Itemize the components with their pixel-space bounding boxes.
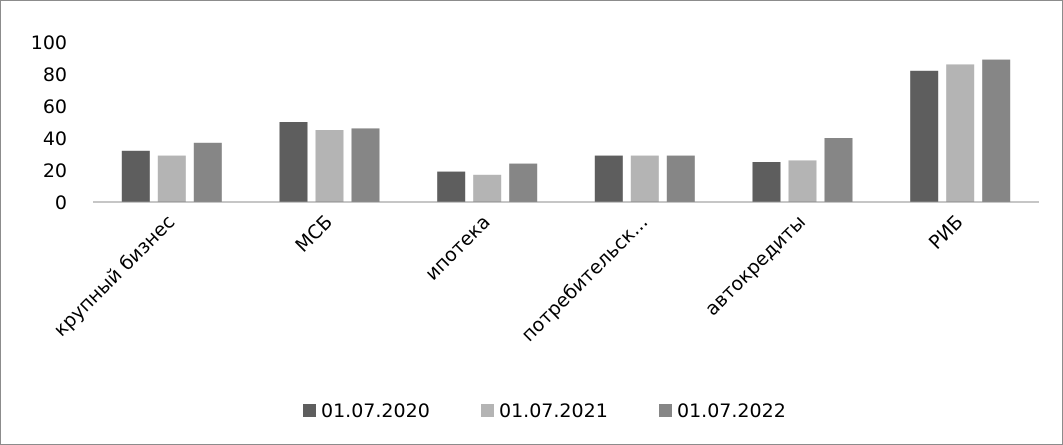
bar [157,155,186,202]
bar [666,155,695,202]
y-tick-label: 40 [43,128,67,150]
bar [982,59,1011,202]
category-label: автокредиты [701,211,810,320]
bar [351,128,380,202]
bar [824,138,853,202]
bar [315,130,344,202]
y-tick-label: 60 [43,96,67,118]
bar [910,70,939,202]
bar [752,162,781,202]
y-tick-label: 100 [31,32,67,54]
legend-label: 01.07.2022 [677,400,786,422]
bar [121,150,150,202]
y-axis-ticks: 0 20 40 60 80 100 [31,32,67,214]
x-axis-category-labels: крупный бизнес МСБ ипотека потребительск...… [49,211,967,346]
legend-swatch [659,404,672,417]
legend-label: 01.07.2020 [321,400,430,422]
bar [509,163,538,202]
bar [473,174,502,202]
y-tick-label: 0 [55,192,67,214]
legend-swatch [303,404,316,417]
y-tick-label: 80 [43,64,67,86]
category-label: крупный бизнес [49,211,179,341]
legend: 01.07.2020 01.07.2021 01.07.2022 [303,400,786,422]
bar [279,122,308,202]
category-label: ипотека [421,211,495,285]
bars [121,59,1011,203]
bar [630,155,659,202]
y-tick-label: 20 [43,160,67,182]
bar [788,160,817,202]
category-label: потребительск... [517,211,652,346]
legend-swatch [481,404,494,417]
bar [193,142,222,202]
bar [594,155,623,202]
category-label: МСБ [291,211,337,257]
category-label: РИБ [925,211,968,254]
bar [946,64,975,203]
bar [437,171,466,202]
legend-label: 01.07.2021 [499,400,608,422]
